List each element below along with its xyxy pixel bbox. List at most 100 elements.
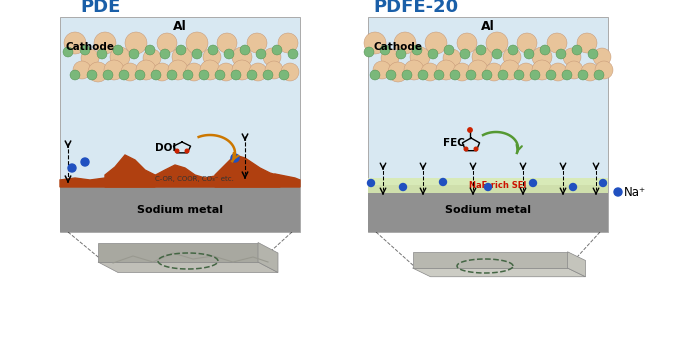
Circle shape: [121, 63, 139, 81]
Circle shape: [368, 179, 374, 186]
Circle shape: [562, 70, 572, 80]
Circle shape: [63, 47, 73, 57]
Circle shape: [232, 60, 252, 80]
Text: PDFE-20: PDFE-20: [373, 0, 458, 16]
Polygon shape: [105, 155, 155, 187]
Bar: [368, 178, 608, 193]
Circle shape: [80, 45, 90, 55]
Circle shape: [119, 70, 129, 80]
Circle shape: [476, 45, 486, 55]
Circle shape: [593, 48, 611, 66]
Text: FEC: FEC: [443, 138, 465, 148]
Circle shape: [200, 60, 220, 80]
Circle shape: [192, 49, 202, 59]
Circle shape: [498, 70, 508, 80]
Circle shape: [247, 70, 257, 80]
Circle shape: [563, 48, 581, 66]
Circle shape: [546, 70, 556, 80]
Circle shape: [186, 149, 189, 153]
Circle shape: [434, 70, 444, 80]
Circle shape: [508, 45, 518, 55]
Circle shape: [103, 70, 113, 80]
Text: DOL: DOL: [155, 143, 179, 153]
Circle shape: [599, 179, 606, 186]
Circle shape: [532, 60, 552, 80]
Circle shape: [215, 70, 225, 80]
Circle shape: [581, 63, 599, 81]
Polygon shape: [215, 155, 280, 187]
Circle shape: [94, 32, 116, 54]
Text: Cathode: Cathode: [373, 42, 422, 52]
Circle shape: [457, 33, 477, 53]
Circle shape: [595, 61, 613, 79]
Circle shape: [110, 47, 130, 67]
Circle shape: [524, 49, 534, 59]
Circle shape: [517, 33, 537, 53]
Circle shape: [151, 70, 161, 80]
Circle shape: [157, 33, 177, 53]
Circle shape: [572, 45, 582, 55]
Circle shape: [440, 179, 447, 185]
Circle shape: [578, 70, 588, 80]
Circle shape: [113, 45, 123, 55]
Polygon shape: [98, 243, 258, 262]
Circle shape: [288, 49, 298, 59]
Circle shape: [64, 32, 86, 54]
Circle shape: [97, 49, 107, 59]
Circle shape: [450, 70, 460, 80]
Circle shape: [203, 48, 221, 66]
Circle shape: [565, 61, 583, 79]
Text: NaF-rich SEI: NaF-rich SEI: [469, 181, 526, 190]
Circle shape: [186, 32, 208, 54]
Circle shape: [263, 48, 281, 66]
Text: Al: Al: [481, 20, 495, 33]
Polygon shape: [412, 252, 568, 268]
Circle shape: [570, 184, 577, 191]
Circle shape: [418, 70, 428, 80]
Circle shape: [485, 63, 503, 81]
Text: Na⁺: Na⁺: [624, 185, 646, 199]
Circle shape: [208, 45, 218, 55]
Text: PDE: PDE: [80, 0, 120, 16]
Circle shape: [549, 63, 567, 81]
Circle shape: [183, 70, 193, 80]
Circle shape: [104, 60, 124, 80]
Circle shape: [88, 62, 108, 82]
Circle shape: [460, 49, 470, 59]
Circle shape: [143, 49, 161, 67]
Circle shape: [410, 47, 430, 67]
Circle shape: [517, 63, 535, 81]
Circle shape: [588, 49, 598, 59]
Circle shape: [125, 32, 147, 54]
Circle shape: [492, 49, 502, 59]
Circle shape: [87, 70, 97, 80]
Circle shape: [231, 154, 239, 162]
Polygon shape: [60, 165, 300, 187]
Text: Cathode: Cathode: [65, 42, 114, 52]
Circle shape: [70, 70, 80, 80]
Circle shape: [386, 70, 396, 80]
Circle shape: [281, 63, 299, 81]
Circle shape: [240, 45, 250, 55]
Circle shape: [172, 47, 192, 67]
Circle shape: [466, 70, 476, 80]
Circle shape: [373, 61, 391, 79]
Circle shape: [381, 49, 399, 67]
Circle shape: [224, 49, 234, 59]
Polygon shape: [568, 252, 585, 277]
Circle shape: [364, 32, 386, 54]
Circle shape: [263, 70, 273, 80]
Circle shape: [402, 70, 412, 80]
Circle shape: [68, 164, 76, 172]
Text: Sodium metal: Sodium metal: [137, 205, 223, 215]
Circle shape: [167, 70, 177, 80]
Circle shape: [136, 60, 156, 80]
Circle shape: [217, 63, 235, 81]
Text: C-OR, COOR, CO₃⁻ etc.: C-OR, COOR, CO₃⁻ etc.: [155, 176, 234, 182]
Circle shape: [175, 149, 178, 153]
Circle shape: [388, 62, 408, 82]
Circle shape: [404, 60, 424, 80]
Circle shape: [530, 70, 540, 80]
Circle shape: [540, 45, 550, 55]
Circle shape: [73, 61, 91, 79]
